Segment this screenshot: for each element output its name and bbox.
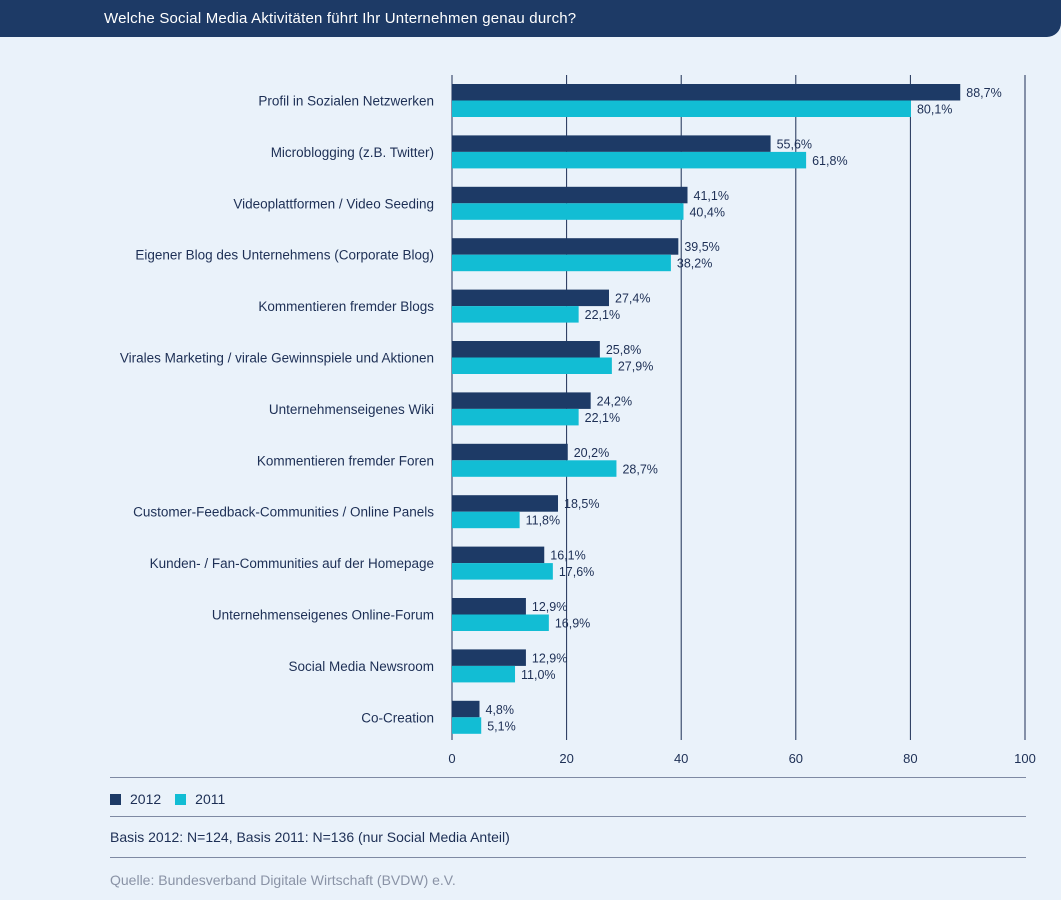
legend-swatch-2012 xyxy=(110,793,121,805)
bar-2011 xyxy=(452,511,520,529)
value-label-2012: 41,1% xyxy=(694,189,729,203)
value-label-2012: 25,8% xyxy=(606,343,641,357)
bar-2012 xyxy=(452,546,545,564)
value-label-2011: 16,9% xyxy=(555,617,590,631)
bar-chart: 0 20 40 60 80 100 Profil in Sozialen Netzwerke… xyxy=(120,75,1036,766)
value-label-2012: 24,2% xyxy=(597,394,632,408)
value-label-2011: 5,1% xyxy=(487,719,516,733)
bar-2012 xyxy=(452,598,526,615)
value-label-2012: 88,7% xyxy=(966,86,1001,100)
x-tick-label-80: 80 xyxy=(903,751,917,766)
divider-bottom xyxy=(110,857,1026,858)
bar-2012 xyxy=(452,700,480,718)
x-tick-label-60: 60 xyxy=(789,751,803,766)
value-label-2012: 20,2% xyxy=(574,446,609,460)
bar-2012 xyxy=(452,135,771,152)
divider-middle xyxy=(110,816,1026,817)
value-label-2012: 27,4% xyxy=(615,292,650,306)
value-label-2011: 80,1% xyxy=(917,103,952,117)
value-label-2011: 22,1% xyxy=(585,411,620,425)
value-label-2012: 12,9% xyxy=(532,651,567,665)
bar-2012 xyxy=(452,186,688,204)
legend-label-2011: 2011 xyxy=(195,791,226,807)
bar-2011 xyxy=(452,100,911,117)
value-label-2012: 12,9% xyxy=(532,600,567,614)
bar-2011 xyxy=(452,460,617,477)
legend-item-2012: 2012 xyxy=(110,791,161,807)
bar-2011 xyxy=(452,306,579,323)
legend-item-2011: 2011 xyxy=(175,791,225,807)
bar-2011 xyxy=(452,614,549,631)
category-label: Eigener Blog des Unternehmens (Corporate… xyxy=(135,248,434,263)
category-label: Unternehmenseigenes Online-Forum xyxy=(212,608,434,623)
value-label-2012: 18,5% xyxy=(564,497,599,511)
x-tick-label-40: 40 xyxy=(674,751,688,766)
bar-2012 xyxy=(452,238,679,255)
bar-2012 xyxy=(452,649,526,666)
basis-note: Basis 2012: N=124, Basis 2011: N=136 (nu… xyxy=(110,829,510,845)
value-label-2011: 27,9% xyxy=(618,360,653,374)
category-label: Kunden- / Fan-Communities auf der Homepa… xyxy=(150,556,434,571)
divider-top xyxy=(110,777,1026,778)
category-label: Customer-Feedback-Communities / Online P… xyxy=(133,505,434,520)
category-label: Co-Creation xyxy=(361,710,434,725)
category-label: Virales Marketing / virale Gewinnspiele … xyxy=(120,351,434,366)
chart-title: Welche Social Media Aktivitäten führt Ih… xyxy=(104,10,577,27)
legend: 2012 2011 xyxy=(110,791,239,807)
value-label-2011: 11,8% xyxy=(526,514,561,528)
bar-2012 xyxy=(452,392,591,409)
value-label-2011: 17,6% xyxy=(559,565,594,579)
bar-2012 xyxy=(452,84,961,101)
title-bar: Welche Social Media Aktivitäten führt Ih… xyxy=(0,0,1061,37)
bar-2012 xyxy=(452,495,559,512)
legend-swatch-2011 xyxy=(175,793,187,805)
bar-2011 xyxy=(452,717,482,734)
category-label: Profil in Sozialen Netzwerken xyxy=(258,94,434,109)
value-label-2012: 55,6% xyxy=(777,137,812,151)
bar-2011 xyxy=(452,563,553,580)
bar-2011 xyxy=(452,151,807,169)
value-label-2012: 4,8% xyxy=(486,703,515,717)
category-label: Unternehmenseigenes Wiki xyxy=(269,402,434,417)
value-label-2012: 39,5% xyxy=(684,240,719,254)
category-label: Kommentieren fremder Blogs xyxy=(258,299,434,314)
x-tick-label-0: 0 xyxy=(448,751,455,766)
bar-2011 xyxy=(452,357,612,374)
value-label-2011: 28,7% xyxy=(622,462,657,476)
bar-2011 xyxy=(452,665,516,683)
value-label-2012: 16,1% xyxy=(550,549,585,563)
category-label: Microblogging (z.B. Twitter) xyxy=(271,145,434,160)
labels: 0 20 40 60 80 100 Profil in Sozialen Netzwerke… xyxy=(120,86,1036,766)
category-label: Videoplattformen / Video Seeding xyxy=(233,196,434,211)
bar-2012 xyxy=(452,289,610,307)
bar-2011 xyxy=(452,254,671,272)
value-label-2011: 38,2% xyxy=(677,257,712,271)
value-label-2011: 61,8% xyxy=(812,154,847,168)
value-label-2011: 22,1% xyxy=(585,308,620,322)
x-tick-label-100: 100 xyxy=(1014,751,1036,766)
bar-2012 xyxy=(452,443,568,461)
bars xyxy=(452,84,961,734)
legend-label-2012: 2012 xyxy=(130,791,162,807)
x-tick-label-20: 20 xyxy=(559,751,573,766)
category-label: Social Media Newsroom xyxy=(288,659,434,674)
bar-2011 xyxy=(452,408,579,426)
value-label-2011: 11,0% xyxy=(521,668,556,682)
category-label: Kommentieren fremder Foren xyxy=(257,453,434,468)
source-note: Quelle: Bundesverband Digitale Wirtschaf… xyxy=(110,872,456,888)
value-label-2011: 40,4% xyxy=(689,205,724,219)
bar-2011 xyxy=(452,203,684,220)
bar-2012 xyxy=(452,341,600,358)
